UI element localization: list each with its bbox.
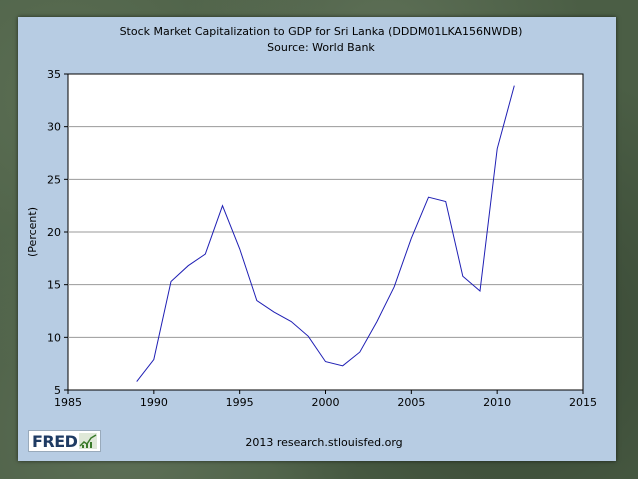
x-tick-label: 1995 [226, 396, 254, 409]
chart-title: Stock Market Capitalization to GDP for S… [120, 25, 523, 38]
y-tick-label: 30 [47, 121, 61, 134]
y-tick-label: 10 [47, 331, 61, 344]
line-chart: Stock Market Capitalization to GDP for S… [26, 25, 597, 449]
x-axis: 1985 1990 1995 2000 2005 2010 2015 [54, 390, 597, 409]
series-line [136, 85, 515, 382]
y-axis: 5 10 15 20 25 30 35 [47, 68, 68, 397]
x-tick-label: 1985 [54, 396, 82, 409]
y-tick-label: 25 [47, 173, 61, 186]
x-tick-label: 2010 [483, 396, 511, 409]
gridlines [68, 126, 583, 338]
fred-logo-text: FRED [32, 431, 78, 451]
fred-logo: FRED [28, 430, 102, 452]
x-tick-label: 2015 [569, 396, 597, 409]
y-axis-label: (Percent) [26, 207, 39, 257]
y-tick-label: 15 [47, 279, 61, 292]
y-tick-label: 5 [54, 384, 61, 397]
x-tick-label: 2005 [397, 396, 425, 409]
chart-icon [79, 433, 98, 449]
x-tick-label: 1990 [140, 396, 168, 409]
y-tick-label: 35 [47, 68, 61, 81]
chart-subtitle: Source: World Bank [267, 41, 375, 54]
footer-credit: 2013 research.stlouisfed.org [245, 436, 402, 449]
y-tick-label: 20 [47, 226, 61, 239]
x-tick-label: 2000 [312, 396, 340, 409]
chart-frame: Stock Market Capitalization to GDP for S… [18, 17, 616, 461]
